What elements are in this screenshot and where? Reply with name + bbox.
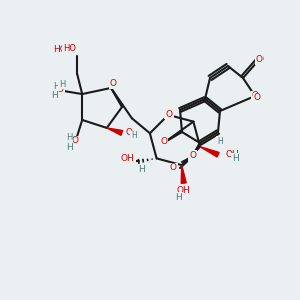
- Text: H: H: [59, 80, 65, 88]
- Text: O: O: [256, 55, 263, 64]
- Text: O: O: [165, 110, 172, 118]
- Text: O: O: [256, 58, 263, 67]
- Text: O: O: [166, 110, 173, 119]
- Text: HO: HO: [63, 44, 76, 52]
- Text: H: H: [138, 165, 145, 174]
- Text: OH: OH: [225, 150, 239, 159]
- Text: O: O: [188, 152, 196, 161]
- Text: O: O: [125, 128, 132, 137]
- Text: O: O: [170, 164, 177, 172]
- Text: H: H: [131, 131, 137, 140]
- Text: O: O: [160, 137, 167, 146]
- Text: O: O: [110, 80, 116, 88]
- Text: H: H: [176, 193, 182, 202]
- Text: OH: OH: [177, 186, 190, 195]
- Text: H: H: [66, 143, 73, 152]
- Text: O: O: [72, 136, 79, 146]
- Polygon shape: [181, 165, 186, 183]
- Text: O: O: [188, 152, 196, 161]
- Text: H: H: [217, 137, 223, 146]
- Text: O: O: [254, 94, 260, 103]
- Text: H: H: [66, 134, 72, 142]
- Text: H: H: [51, 91, 58, 100]
- Text: H: H: [53, 82, 59, 91]
- Polygon shape: [200, 147, 219, 157]
- Text: O: O: [251, 92, 259, 100]
- Polygon shape: [107, 128, 123, 135]
- Text: HO: HO: [53, 45, 67, 54]
- Text: O: O: [190, 151, 196, 160]
- Text: O: O: [256, 56, 262, 64]
- Text: H: H: [232, 154, 239, 163]
- Text: O: O: [57, 85, 64, 94]
- Text: OH: OH: [121, 154, 135, 163]
